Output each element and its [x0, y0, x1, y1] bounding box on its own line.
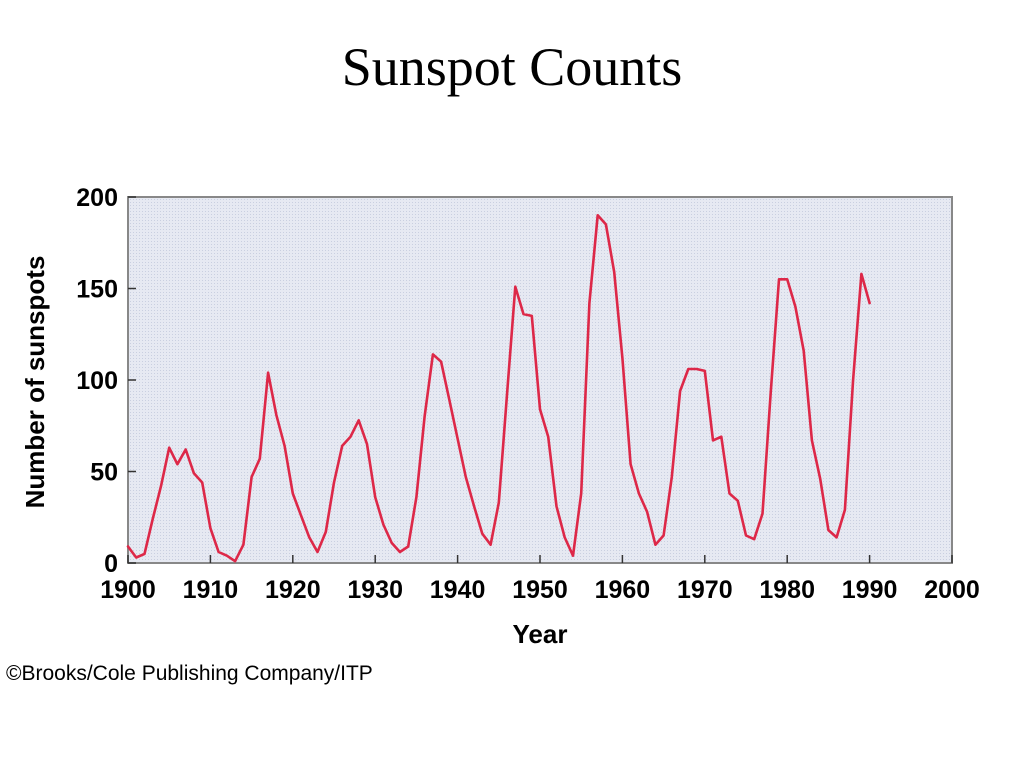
y-tick-label: 150: [76, 276, 118, 304]
y-tick-label: 100: [76, 367, 118, 395]
sunspot-series-line: [126, 214, 871, 563]
x-tick-label: 1900: [100, 576, 156, 604]
x-tick-label: 1970: [677, 576, 733, 604]
x-axis-label: Year: [513, 619, 568, 649]
x-tick-label: 1930: [347, 576, 403, 604]
plot-area: [127, 196, 953, 564]
x-tick-label: 1940: [430, 576, 486, 604]
x-tick-label: 1980: [759, 576, 815, 604]
y-tick-label: 200: [76, 184, 118, 212]
x-tick-label: 1990: [842, 576, 898, 604]
y-tick-label: 50: [90, 459, 118, 487]
x-tick-label: 2000: [924, 576, 980, 604]
y-tick-label: 0: [104, 550, 118, 578]
x-tick-label: 1910: [183, 576, 239, 604]
y-axis-label: Number of sunspots: [20, 256, 50, 509]
copyright-credit: ©Brooks/Cole Publishing Company/ITP: [6, 662, 373, 685]
slide-title: Sunspot Counts: [341, 37, 683, 97]
x-tick-label: 1920: [265, 576, 321, 604]
x-tick-label: 1960: [595, 576, 651, 604]
x-tick-label: 1950: [512, 576, 568, 604]
